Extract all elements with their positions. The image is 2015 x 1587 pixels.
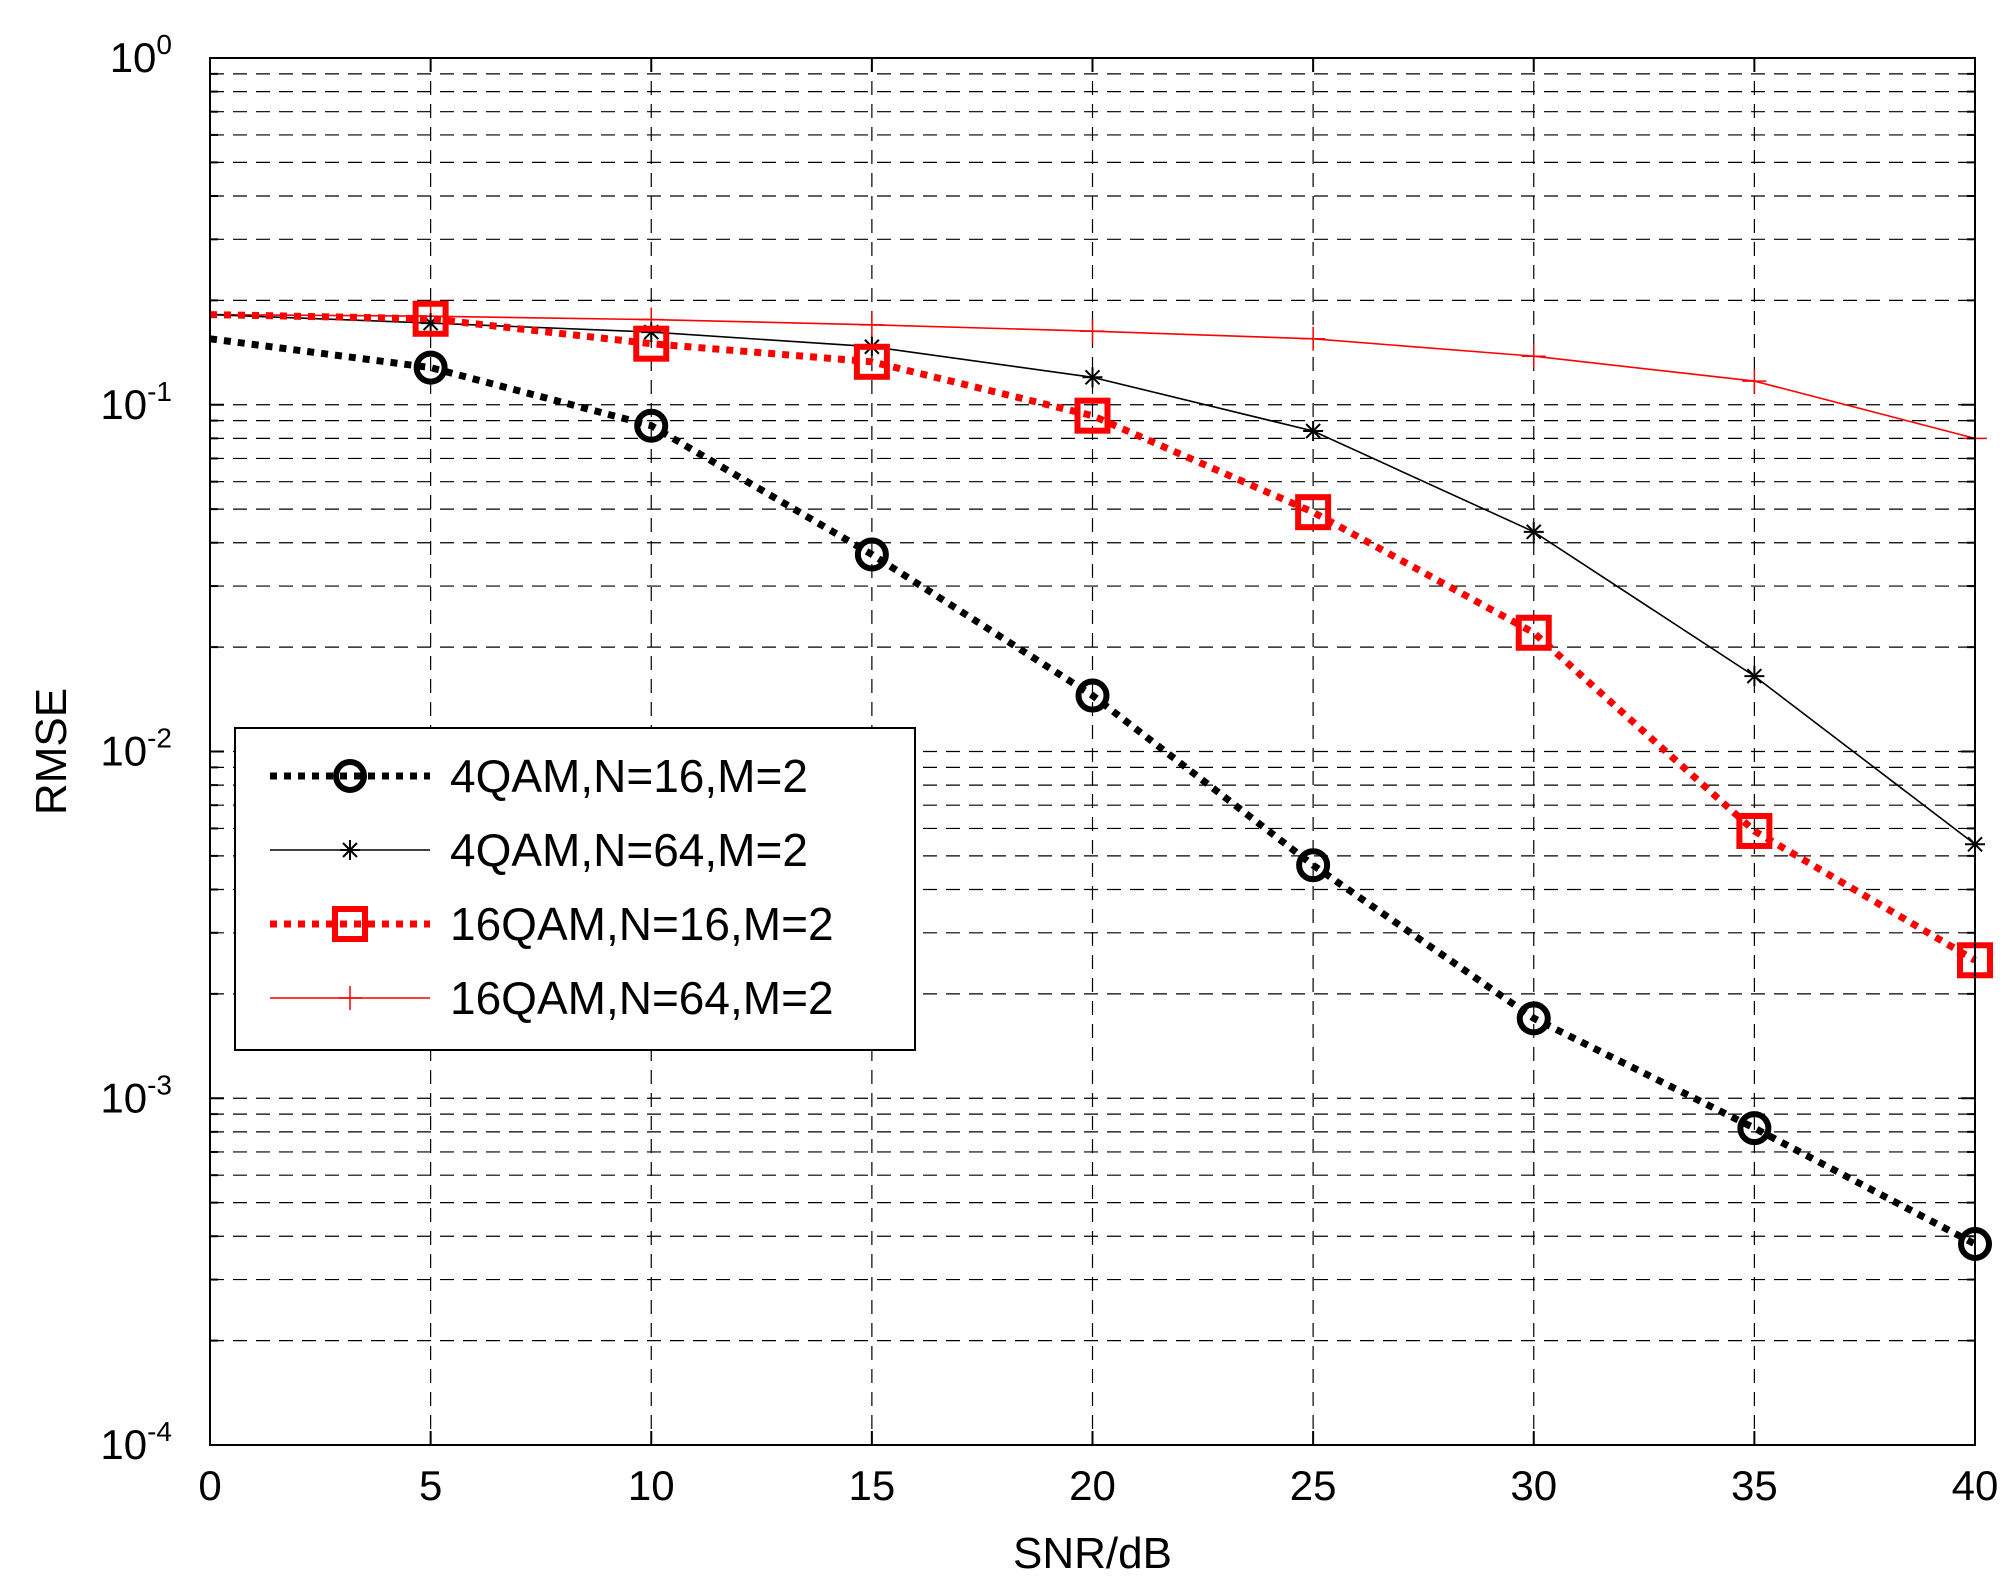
x-tick-label: 35 — [1731, 1462, 1778, 1509]
plus-marker — [859, 312, 884, 337]
legend-entry: 4QAM,N=64,M=2 — [270, 824, 808, 876]
square-marker — [332, 906, 368, 942]
circle-marker — [1075, 678, 1110, 713]
y-tick-labels: 10-4 10-3 10-2 10-1 100 — [100, 29, 172, 1468]
circle-marker — [1296, 848, 1331, 883]
circle-marker — [413, 350, 448, 385]
y-axis-label: RMSE — [27, 688, 76, 815]
y-tick-label: 10-1 — [100, 376, 172, 428]
x-tick-label: 40 — [1952, 1462, 1999, 1509]
legend-box — [234, 727, 916, 1051]
legend-entry: 4QAM,N=16,M=2 — [270, 750, 808, 802]
square-marker — [1074, 397, 1111, 434]
star-marker — [1082, 367, 1103, 388]
circle-marker — [1737, 1111, 1772, 1146]
series-line — [209, 335, 1977, 1248]
x-tick-label: 25 — [1290, 1462, 1337, 1509]
y-tick-label: 10-3 — [100, 1069, 172, 1121]
legend-label: 4QAM,N=64,M=2 — [450, 824, 808, 876]
x-axis-label: SNR/dB — [1013, 1529, 1172, 1578]
square-marker — [1295, 494, 1332, 531]
star-marker — [340, 840, 360, 860]
star-marker — [641, 322, 662, 343]
circle-marker — [333, 759, 367, 793]
star-marker — [1303, 421, 1324, 442]
y-tick-label: 10-4 — [100, 1416, 172, 1468]
plus-marker — [1742, 369, 1767, 394]
y-tick-label: 10-2 — [100, 723, 172, 775]
series-4QAM,N=16,M=2 — [209, 335, 1992, 1261]
series-layer — [209, 300, 1993, 1261]
grid-lines — [210, 58, 1975, 1445]
legend-label: 16QAM,N=64,M=2 — [450, 972, 834, 1024]
series-line — [209, 311, 1977, 964]
x-tick-label: 5 — [419, 1462, 442, 1509]
x-tick-label: 0 — [198, 1462, 221, 1509]
series-16QAM,N=16,M=2 — [209, 300, 1993, 979]
square-marker — [412, 300, 449, 337]
plus-marker — [1521, 344, 1546, 369]
star-marker — [1523, 521, 1544, 542]
square-marker — [1515, 614, 1552, 651]
x-tick-label: 15 — [849, 1462, 896, 1509]
x-tick-label: 30 — [1510, 1462, 1557, 1509]
square-marker — [853, 343, 890, 380]
legend-entry: 16QAM,N=64,M=2 — [270, 972, 834, 1024]
x-tick-label: 20 — [1069, 1462, 1116, 1509]
legend-label: 4QAM,N=16,M=2 — [450, 750, 808, 802]
plus-marker — [338, 986, 362, 1010]
plus-marker — [1080, 319, 1105, 344]
square-marker — [1736, 812, 1773, 849]
circle-marker — [854, 537, 889, 572]
x-tick-label: 10 — [628, 1462, 675, 1509]
circle-marker — [1516, 1001, 1551, 1036]
square-marker — [633, 325, 670, 362]
legend: 4QAM,N=16,M=2 4QAM,N=64,M=2 16QAM,N=16,M=2… — [234, 727, 916, 1051]
axis-ticks — [209, 58, 1976, 1446]
legend-entry: 16QAM,N=16,M=2 — [270, 898, 834, 950]
x-tick-labels: 0 5 10 15 20 25 30 35 40 — [198, 1462, 1998, 1509]
plus-marker — [1301, 326, 1326, 351]
legend-label: 16QAM,N=16,M=2 — [450, 898, 834, 950]
star-marker — [1744, 666, 1765, 687]
y-tick-label: 100 — [110, 29, 172, 81]
circle-marker — [634, 408, 669, 443]
